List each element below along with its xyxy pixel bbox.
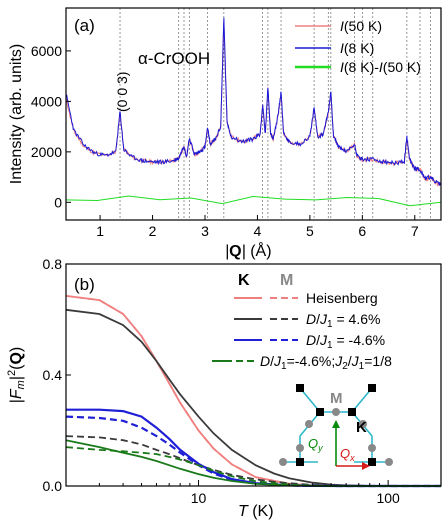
series-line-i8k (65, 17, 441, 186)
series-line-difference (65, 195, 442, 207)
qx-arrowhead (362, 462, 370, 470)
a-y-tick-label: 4000 (31, 93, 62, 109)
lattice-sites-k (296, 384, 376, 466)
a-x-tick-label: 5 (306, 223, 314, 239)
a-x-axis-title: |Q| (Å) (225, 241, 272, 260)
b-y-tick-label: 0.8 (43, 256, 63, 272)
a-legend-label-8k: I(8 K) (340, 40, 374, 56)
a-y-tick-label: 6000 (31, 43, 62, 59)
a-x-ticks: 1 2 3 4 5 6 7 (96, 215, 419, 239)
legend-label: D/J1 = 4.6% (306, 311, 380, 330)
series-line-3 (65, 435, 441, 487)
b-x-tick-label: 100 (376, 490, 400, 506)
b-x-tick-label: 10 (191, 490, 207, 506)
a-x-tick-label: 7 (411, 223, 419, 239)
a-series (65, 17, 442, 207)
a-x-tick-label: 4 (254, 223, 262, 239)
b-y-axis-title: |Fm|2(Q) (6, 347, 27, 404)
inset-label-qx: Qx (340, 446, 355, 463)
a-x-tick-label: 2 (149, 223, 157, 239)
a-x-tick-label: 1 (96, 223, 104, 239)
inset-label-qy: Qy (308, 436, 323, 453)
a-compound-annotation: α-CrOOH (138, 49, 210, 68)
panel-b: 10 100 0.0 0.4 0.8 (b) K M Heisenberg D/J1 =… (6, 256, 442, 520)
inset-label-m: M (330, 390, 343, 407)
lattice-sites-m (279, 408, 393, 466)
b-x-axis-title: T (K) (238, 503, 274, 520)
b-y-tick-label: 0.0 (43, 478, 63, 494)
b-y-ticks: 0.0 0.4 0.8 (43, 256, 71, 494)
inset-label-k: K (356, 419, 367, 436)
a-x-tick-label: 6 (358, 223, 366, 239)
legend-label: D/J1 = -4.6% (306, 332, 385, 351)
a-x-tick-label: 3 (201, 223, 209, 239)
a-legend-label-diff: I(8 K)-I(50 K) (340, 59, 421, 75)
a-plot-frame (65, 7, 442, 221)
b-x-ticks: 10 100 (65, 480, 400, 506)
a-panel-label: (a) (74, 16, 95, 35)
qy-arrowhead (332, 420, 340, 428)
a-legend-label-50k: I(50 K) (340, 18, 382, 34)
b-legend: Heisenberg D/J1 = 4.6% D/J1 = -4.6% D/J1=-4… (212, 290, 392, 372)
a-reference-lines (119, 8, 431, 220)
legend-label: Heisenberg (306, 290, 378, 306)
b-panel-label: (b) (74, 275, 95, 294)
panel-a: 1 2 3 4 5 6 7 0 2000 4000 6000 (a) α-CrOOH (0 0 3… (8, 7, 442, 260)
a-y-tick-label: 2000 (31, 144, 62, 160)
legend-label: D/J1=-4.6%;J2/J1=1/8 (260, 353, 392, 372)
a-y-axis-title: Intensity (arb. units) (8, 44, 25, 185)
lattice-inset: M K Qy Qx (279, 384, 393, 470)
b-y-tick-label: 0.4 (43, 367, 63, 383)
b-series (65, 295, 441, 488)
a-peak-label: (0 0 3) (114, 72, 130, 112)
a-y-ticks: 0 2000 4000 6000 (31, 43, 71, 210)
a-legend: I(50 K) I(8 K) I(8 K)-I(50 K) (295, 18, 421, 75)
b-legend-header-m: M (280, 272, 293, 289)
b-legend-header-k: K (238, 272, 250, 289)
series-line-1 (65, 295, 441, 487)
a-y-tick-label: 0 (54, 194, 62, 210)
